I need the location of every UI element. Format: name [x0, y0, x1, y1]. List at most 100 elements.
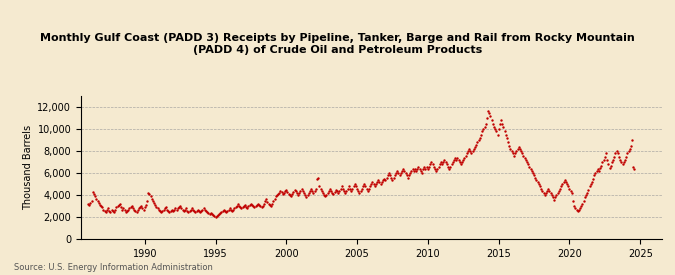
Point [338, 186, 348, 191]
Point [612, 151, 623, 156]
Point [462, 151, 472, 156]
Point [92, 199, 103, 203]
Point [434, 162, 445, 167]
Point [520, 158, 531, 162]
Point [433, 164, 444, 169]
Point [213, 213, 223, 217]
Point [468, 147, 479, 151]
Point [98, 207, 109, 212]
Point [420, 167, 431, 171]
Point [347, 186, 358, 191]
Point [373, 178, 383, 182]
Point [486, 118, 497, 123]
Point [355, 189, 366, 193]
Point [120, 210, 131, 214]
Point [472, 140, 483, 145]
Point [512, 147, 523, 151]
Point [546, 193, 557, 197]
Point [582, 191, 593, 195]
Point [238, 204, 249, 208]
Point [572, 208, 583, 213]
Point [95, 203, 105, 207]
Point [217, 208, 228, 213]
Point [126, 204, 137, 208]
Point [194, 208, 205, 213]
Point [284, 193, 295, 197]
Point [531, 178, 542, 182]
Point [321, 193, 332, 197]
Point [331, 188, 342, 192]
Point [556, 184, 566, 189]
Point [471, 142, 482, 147]
Point [597, 160, 608, 164]
Point [493, 127, 504, 131]
Point [115, 205, 126, 210]
Point [427, 162, 438, 167]
Point [385, 173, 396, 178]
Point [184, 208, 195, 213]
Point [570, 206, 580, 211]
Point [84, 203, 95, 207]
Point [293, 193, 304, 197]
Point [325, 186, 335, 191]
Point [524, 164, 535, 169]
Point [158, 207, 169, 212]
Point [508, 153, 519, 158]
Point [621, 155, 632, 159]
Point [601, 151, 612, 156]
Point [267, 202, 277, 206]
Point [416, 171, 427, 175]
Point [342, 186, 353, 191]
Point [379, 177, 389, 181]
Point [207, 212, 217, 216]
Point [467, 149, 478, 153]
Point [598, 158, 609, 162]
Point [322, 191, 333, 195]
Point [361, 186, 372, 191]
Point [387, 178, 398, 182]
Point [448, 160, 458, 164]
Point [153, 207, 164, 212]
Point [162, 207, 173, 212]
Point [399, 169, 410, 173]
Point [148, 201, 159, 205]
Point [537, 189, 547, 193]
Point [307, 189, 318, 193]
Point [383, 173, 394, 178]
Point [131, 210, 142, 214]
Point [580, 193, 591, 197]
Point [502, 136, 512, 140]
Point [273, 192, 284, 196]
Point [252, 202, 263, 206]
Point [410, 167, 421, 171]
Point [477, 129, 487, 134]
Point [624, 147, 635, 151]
Point [608, 158, 618, 162]
Point [457, 160, 468, 164]
Text: Monthly Gulf Coast (PADD 3) Receipts by Pipeline, Tanker, Barge and Rail from Ro: Monthly Gulf Coast (PADD 3) Receipts by … [40, 33, 635, 55]
Point [412, 167, 423, 171]
Point [558, 180, 569, 184]
Point [97, 205, 107, 210]
Point [314, 184, 325, 189]
Point [93, 201, 104, 205]
Point [549, 197, 560, 202]
Point [607, 160, 618, 164]
Point [519, 156, 530, 160]
Point [485, 114, 496, 118]
Point [308, 191, 319, 195]
Point [418, 167, 429, 171]
Point [437, 162, 448, 167]
Point [602, 158, 613, 162]
Point [604, 166, 615, 170]
Point [115, 202, 126, 206]
Point [424, 164, 435, 169]
Point [484, 111, 495, 115]
Point [276, 190, 287, 194]
Point [182, 208, 192, 213]
Point [616, 160, 627, 164]
Point [139, 205, 150, 210]
Point [248, 204, 259, 208]
Point [539, 193, 550, 197]
Point [450, 156, 460, 160]
